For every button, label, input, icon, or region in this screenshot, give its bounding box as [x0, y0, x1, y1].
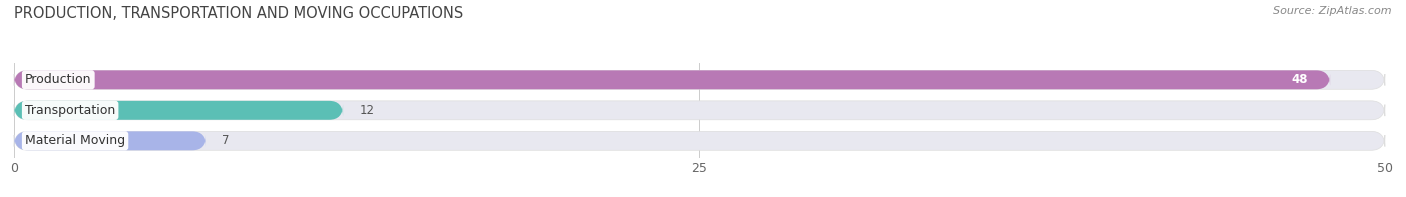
Text: PRODUCTION, TRANSPORTATION AND MOVING OCCUPATIONS: PRODUCTION, TRANSPORTATION AND MOVING OC…	[14, 6, 464, 21]
FancyBboxPatch shape	[14, 70, 1385, 89]
Text: Material Moving: Material Moving	[25, 134, 125, 147]
FancyBboxPatch shape	[14, 131, 1385, 150]
Text: Source: ZipAtlas.com: Source: ZipAtlas.com	[1274, 6, 1392, 16]
Text: 48: 48	[1292, 73, 1308, 86]
FancyBboxPatch shape	[14, 101, 1385, 120]
FancyBboxPatch shape	[14, 101, 343, 120]
Text: Transportation: Transportation	[25, 104, 115, 117]
Text: Production: Production	[25, 73, 91, 86]
Text: 12: 12	[360, 104, 374, 117]
Text: 7: 7	[222, 134, 231, 147]
FancyBboxPatch shape	[14, 131, 207, 150]
FancyBboxPatch shape	[14, 70, 1330, 89]
